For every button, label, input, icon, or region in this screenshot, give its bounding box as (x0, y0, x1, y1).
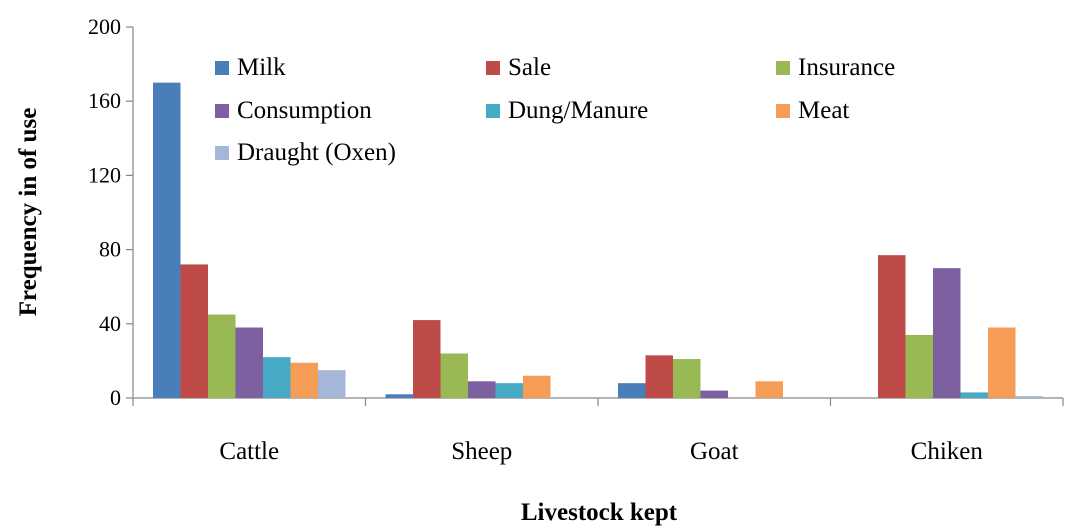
category-label: Cattle (219, 438, 279, 465)
legend-label: Meat (798, 97, 849, 124)
y-tick-label: 80 (99, 237, 121, 262)
legend-swatch (486, 104, 500, 118)
bar-milk-sheep (385, 394, 413, 398)
y-axis-ticks: 0 40 80 120 160 200 (88, 14, 133, 410)
legend-swatch (215, 146, 229, 160)
bar-milk-goat (618, 383, 646, 398)
bar-dung-manure-cattle (263, 357, 291, 398)
bar-sale-goat (645, 355, 673, 398)
y-tick-label: 0 (110, 385, 121, 410)
bar-consumption-sheep (468, 381, 496, 398)
bar-insurance-chiken (905, 334, 933, 398)
bar-draught-oxen--cattle (318, 370, 346, 398)
bar-dung-manure-chiken (960, 392, 988, 398)
bar-sale-cattle (180, 264, 208, 398)
bar-meat-goat (755, 381, 783, 398)
bar-draught-oxen--chiken (1015, 396, 1043, 398)
legend-swatch (486, 61, 500, 75)
bar-insurance-cattle (208, 314, 236, 398)
bar-sale-chiken (878, 255, 906, 398)
bar-dung-manure-sheep (495, 383, 523, 398)
bar-meat-cattle (290, 362, 318, 398)
y-tick-label: 200 (88, 14, 121, 39)
y-tick-label: 40 (99, 311, 121, 336)
y-tick-label: 120 (88, 162, 121, 187)
category-label: Sheep (451, 438, 512, 465)
bar-consumption-chiken (933, 268, 961, 398)
legend-label: Milk (237, 54, 286, 81)
bar-insurance-sheep (440, 353, 468, 398)
bar-sale-sheep (413, 320, 441, 398)
bars (153, 82, 1043, 399)
bar-consumption-goat (700, 390, 728, 398)
legend-swatch (776, 61, 790, 75)
legend-swatch (776, 104, 790, 118)
bar-insurance-goat (673, 359, 701, 398)
bar-meat-sheep (523, 375, 551, 398)
legend-label: Insurance (798, 54, 895, 81)
category-label: Chiken (911, 438, 984, 465)
bar-milk-cattle (153, 82, 181, 399)
y-tick-label: 160 (88, 88, 121, 113)
y-axis-title: Frequency in of use (15, 108, 42, 317)
legend-label: Draught (Oxen) (237, 139, 396, 166)
x-axis-title: Livestock kept (521, 499, 678, 526)
legend-label: Consumption (237, 97, 372, 124)
legend: Milk Sale Insurance Consumption Dung/Manure M… (215, 54, 895, 166)
legend-label: Dung/Manure (508, 97, 648, 124)
bar-consumption-cattle (235, 327, 263, 398)
legend-label: Sale (508, 54, 551, 81)
x-axis-ticks: Cattle Sheep Goat Chiken (132, 398, 1064, 465)
axes: 0 40 80 120 160 200 Cattle Sheep Goat Chiken (88, 14, 1064, 465)
legend-swatch (215, 61, 229, 75)
category-label: Goat (690, 438, 739, 465)
bar-meat-chiken (988, 327, 1016, 398)
legend-swatch (215, 104, 229, 118)
